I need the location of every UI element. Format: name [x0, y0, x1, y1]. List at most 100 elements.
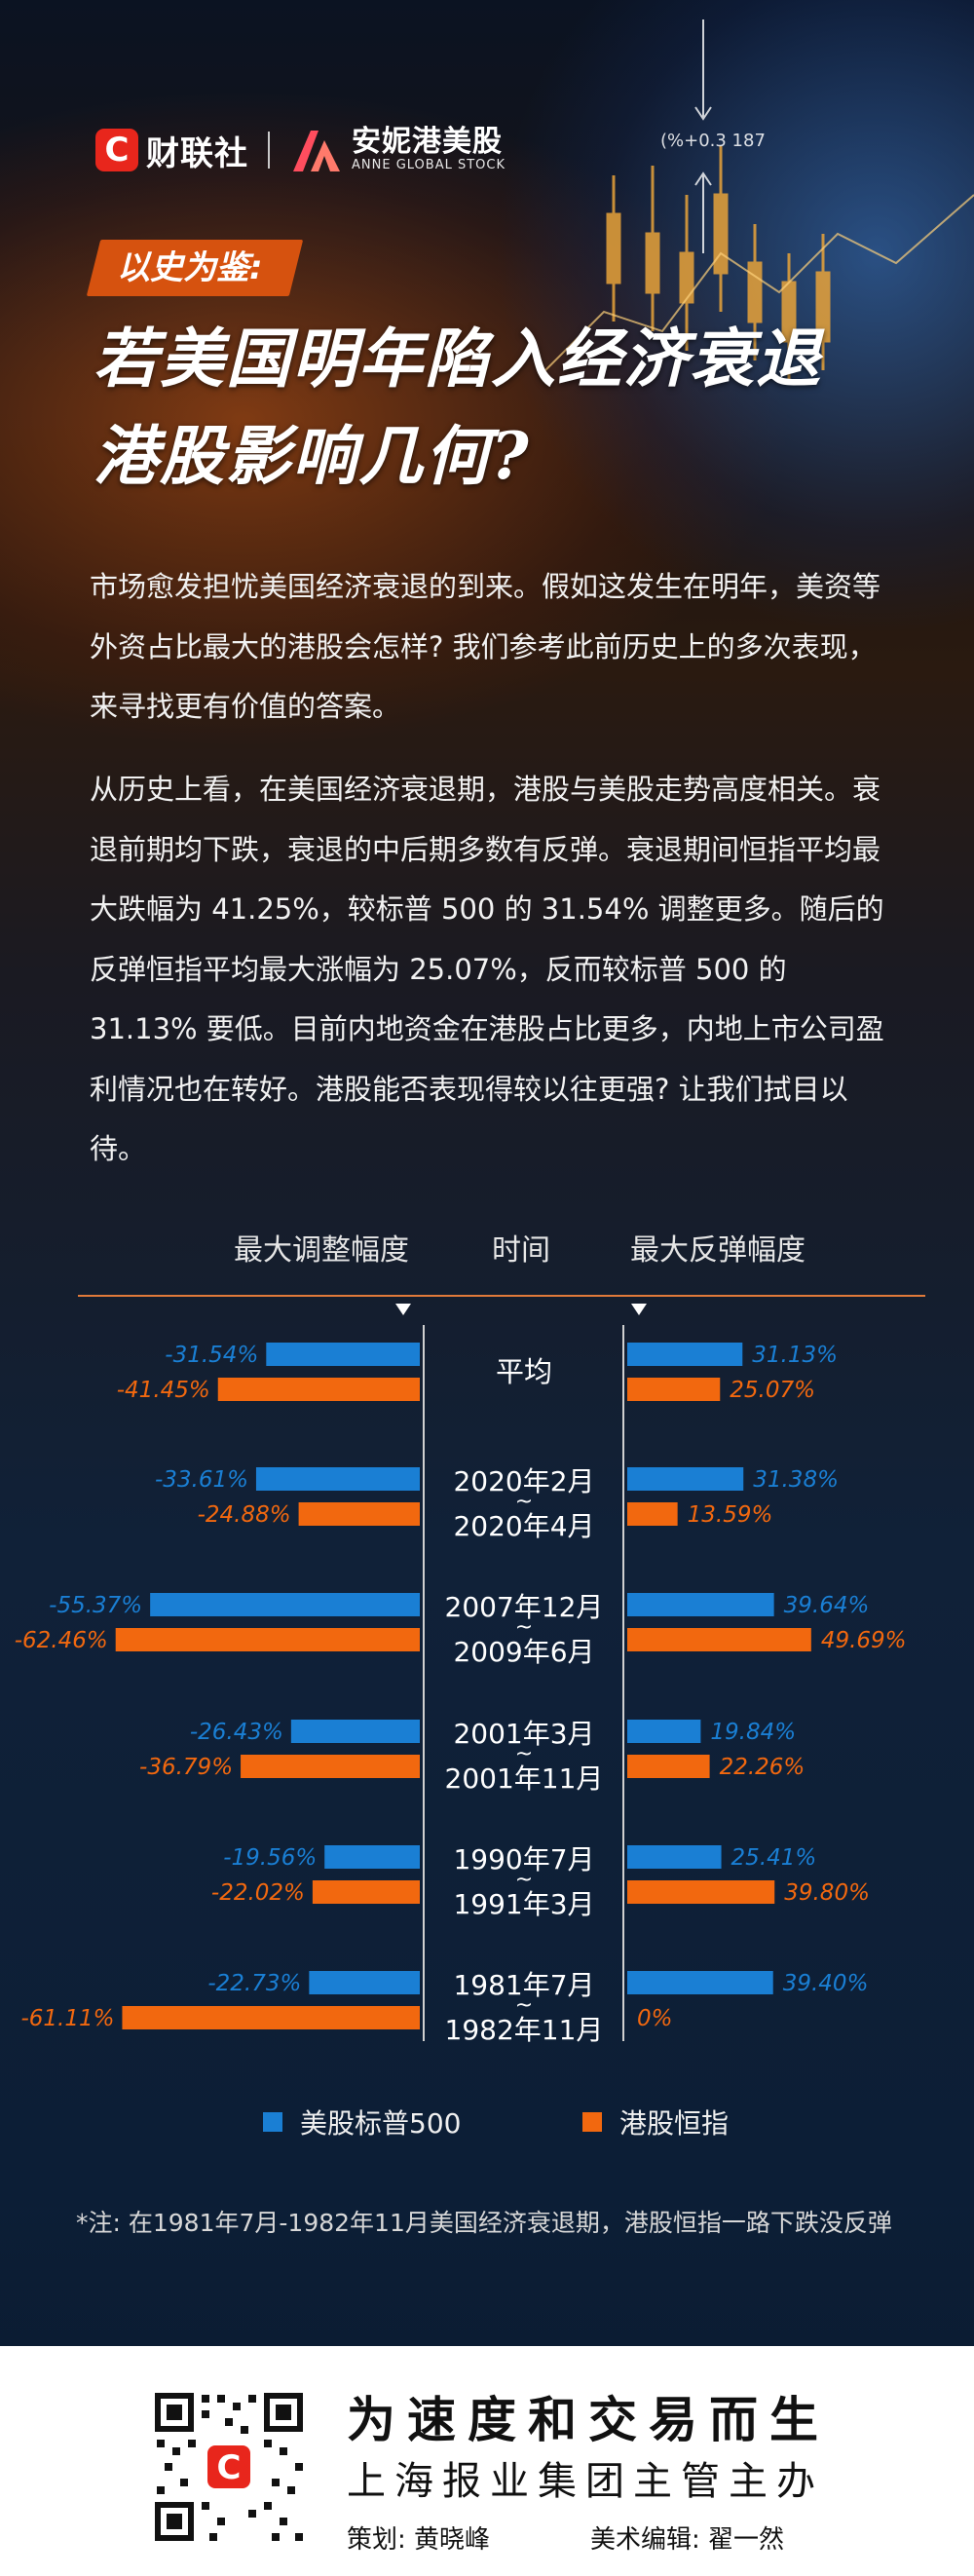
- drawdown-value-label: -22.02%: [211, 1880, 305, 1906]
- drawdown-value-label: -61.11%: [20, 2006, 114, 2031]
- period-separator: ~: [515, 1490, 533, 1514]
- drawdown-bar: [122, 2006, 420, 2029]
- analysis-paragraph: 从历史上看，在美国经济衰退期，港股与美股走势高度相关。衰退前期均下跌，衰退的中后…: [90, 773, 884, 1165]
- recession-bar-chart: -31.54% 31.13% -41.45% 25.07% 平均 -33.61% 31.38…: [15, 1295, 925, 2046]
- headline: 若美国明年陷入经济衰退 港股影响几何?: [94, 310, 822, 505]
- drawdown-bar: [290, 1720, 420, 1743]
- legend-label-sp500: 美股标普500: [300, 2107, 462, 2140]
- drawdown-value-label: -24.88%: [198, 1502, 291, 1528]
- deco-ticker-text: (%+0.3 187: [660, 131, 766, 151]
- drawdown-bar: [255, 1467, 420, 1491]
- intro-paragraph: 市场愈发担忧美国经济衰退的到来。假如这发生在明年，美资等外资占比最大的港股会怎样…: [90, 570, 881, 723]
- drawdown-value-label: -19.56%: [223, 1845, 317, 1871]
- legend-label-hsi: 港股恒指: [619, 2107, 730, 2140]
- drawdown-value-label: -31.54%: [165, 1343, 258, 1368]
- cailianshe-name: 财联社: [146, 133, 248, 173]
- drawdown-bar: [150, 1593, 420, 1616]
- rebound-bar: [627, 1845, 722, 1869]
- qr-code-icon[interactable]: C: [151, 2389, 307, 2545]
- drawdown-bar: [312, 1880, 420, 1904]
- rebound-value-label: 0%: [637, 2006, 673, 2031]
- rebound-bar: [627, 1755, 710, 1778]
- period-label: 平均: [496, 1355, 552, 1388]
- period-start-label: 1981年7月: [453, 1969, 594, 2001]
- period-start-label: 2001年3月: [453, 1718, 594, 1750]
- drawdown-bar: [115, 1628, 420, 1651]
- headline-line-1: 若美国明年陷入经济衰退: [94, 321, 822, 397]
- credit-art-editor: 美术编辑: 翟一然: [590, 2525, 785, 2555]
- logo-row: C 财联社 安妮港美股 ANNE GLOBAL STOCK: [95, 125, 506, 175]
- rebound-bar: [627, 1378, 721, 1401]
- header-arrow-right-icon: [631, 1304, 647, 1315]
- period-end-label: 2009年6月: [453, 1636, 594, 1668]
- rebound-bar: [627, 1467, 744, 1491]
- drawdown-value-label: -55.37%: [49, 1593, 142, 1618]
- period-separator: ~: [515, 1742, 533, 1766]
- column-header-drawdown: 最大调整幅度: [234, 1233, 409, 1268]
- logo-divider: [268, 132, 270, 169]
- rebound-value-label: 49.69%: [821, 1628, 907, 1653]
- cailianshe-logo-icon: C: [95, 129, 138, 171]
- legend-swatch-orange: [582, 2112, 602, 2132]
- rebound-bar: [627, 1880, 775, 1904]
- drawdown-value-label: -22.73%: [207, 1971, 301, 1996]
- legend-item-sp500: 美股标普500: [263, 2102, 461, 2141]
- drawdown-bar: [324, 1845, 420, 1869]
- footer: C 为速度和交易而生 上海报业集团主管主办 策划: 黄晓峰 美术编辑: 翟一然: [0, 2346, 974, 2576]
- period-start-label: 2020年2月: [453, 1465, 594, 1497]
- anne-brand: 安妮港美股 ANNE GLOBAL STOCK: [352, 127, 506, 173]
- drawdown-bar: [298, 1502, 420, 1526]
- anne-brand-en: ANNE GLOBAL STOCK: [352, 158, 506, 172]
- rebound-bar: [627, 1593, 774, 1616]
- drawdown-value-label: -33.61%: [155, 1467, 248, 1493]
- drawdown-bar: [241, 1755, 420, 1778]
- period-separator: ~: [515, 1993, 533, 2018]
- qr-logo-letter: C: [217, 2448, 242, 2487]
- legend-item-hsi: 港股恒指: [582, 2102, 729, 2141]
- period-separator: ~: [515, 1868, 533, 1892]
- rebound-value-label: 31.38%: [753, 1467, 839, 1493]
- column-header-period: 时间: [492, 1233, 550, 1268]
- drawdown-bar: [217, 1378, 420, 1401]
- period-end-label: 2020年4月: [453, 1510, 594, 1542]
- drawdown-value-label: -41.45%: [117, 1378, 210, 1403]
- footnote: *注: 在1981年7月-1982年11月美国经济衰退期，港股恒指一路下跌没反弹: [76, 2209, 892, 2237]
- legend-swatch-blue: [263, 2112, 282, 2132]
- drawdown-bar: [309, 1971, 420, 1994]
- column-header-rebound: 最大反弹幅度: [630, 1233, 805, 1268]
- drawdown-value-label: -62.46%: [15, 1628, 108, 1653]
- drawdown-bar: [266, 1343, 420, 1366]
- rebound-value-label: 22.26%: [720, 1755, 805, 1780]
- rebound-bar: [627, 1720, 701, 1743]
- anne-brand-cn: 安妮港美股: [352, 125, 503, 159]
- candlestick-decoration: (%+0.3 187: [545, 19, 974, 380]
- rebound-value-label: 39.80%: [784, 1880, 870, 1906]
- rebound-value-label: 25.07%: [730, 1378, 815, 1403]
- credit-planner: 策划: 黄晓峰: [347, 2525, 491, 2555]
- header-arrow-left-icon: [395, 1304, 411, 1315]
- rebound-value-label: 13.59%: [688, 1502, 773, 1528]
- period-start-label: 1990年7月: [453, 1843, 594, 1875]
- drawdown-value-label: -26.43%: [190, 1720, 283, 1745]
- topic-badge-label: 以史为鉴:: [117, 248, 263, 287]
- rebound-value-label: 39.64%: [784, 1593, 870, 1618]
- rebound-bar: [627, 1971, 773, 1994]
- rebound-value-label: 31.13%: [752, 1343, 838, 1368]
- footer-supervisor: 上海报业集团主管主办: [347, 2459, 824, 2504]
- topic-badge: 以史为鉴:: [86, 240, 303, 296]
- anne-logo-icon: [293, 131, 340, 171]
- rebound-bar: [627, 1628, 811, 1651]
- period-start-label: 2007年12月: [445, 1591, 604, 1623]
- period-separator: ~: [515, 1615, 533, 1640]
- period-end-label: 1982年11月: [445, 2014, 604, 2046]
- footer-slogan: 为速度和交易而生: [347, 2392, 830, 2448]
- rebound-value-label: 39.40%: [783, 1971, 869, 1996]
- headline-line-2: 港股影响几何?: [94, 418, 531, 494]
- rebound-value-label: 19.84%: [710, 1720, 796, 1745]
- rebound-bar: [627, 1502, 678, 1526]
- drawdown-value-label: -36.79%: [139, 1755, 233, 1780]
- period-end-label: 2001年11月: [445, 1762, 604, 1795]
- period-end-label: 1991年3月: [453, 1888, 594, 1920]
- rebound-bar: [627, 1343, 743, 1366]
